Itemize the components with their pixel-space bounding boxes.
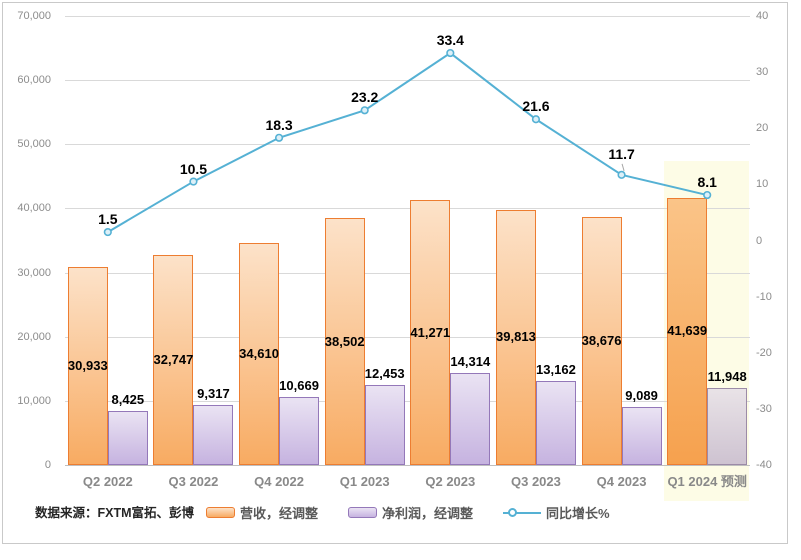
profit-legend-swatch: [348, 507, 378, 518]
net-profit-value-label: 9,089: [625, 387, 658, 403]
revenue-bar: [67, 266, 108, 465]
net-profit-bar: [364, 385, 405, 465]
legend-label: 净利润，经调整: [382, 506, 474, 521]
growth-point-label: 21.6: [522, 98, 550, 115]
left-axis-tick-label: 0: [44, 459, 51, 471]
gridline: [65, 400, 750, 402]
left-axis-tick-label: 10,000: [17, 394, 51, 407]
growth-point-label: 11.7: [608, 145, 635, 162]
right-axis-tick-label: 30: [756, 66, 769, 79]
revenue-value-label: 39,813: [496, 329, 536, 345]
growth-point-label: 8.1: [697, 174, 717, 191]
right-axis-tick-label: 0: [756, 234, 763, 247]
right-axis-tick-label: -10: [756, 290, 772, 303]
left-axis-tick-label: 30,000: [17, 266, 51, 279]
net-profit-bar: [535, 380, 576, 465]
x-label: Q4 2023: [596, 474, 647, 489]
revenue-bar: [410, 200, 451, 465]
gridline: [65, 272, 750, 274]
net-profit-value-label: 9,317: [197, 386, 230, 402]
revenue-legend-swatch: [206, 507, 235, 518]
x-label: Q3 2023: [511, 474, 561, 489]
net-profit-value-label: 11,948: [707, 369, 747, 385]
source-note: 数据来源：FXTM富拓、彭博: [35, 506, 195, 520]
left-axis-tick-label: 20,000: [17, 330, 51, 343]
chart-frame: 70,000 60,000 50,000 40,000 30,000 20,000 10,0…: [2, 2, 788, 544]
net-profit-bar: [193, 405, 234, 465]
gridline: [65, 16, 750, 17]
revenue-bar: [667, 197, 708, 465]
revenue-bar: [495, 209, 536, 465]
legend-item-0: 营收，经调整: [206, 503, 318, 522]
gridline: [65, 208, 750, 210]
growth-point-label: 1.5: [98, 211, 118, 228]
revenue-value-label: 32,747: [153, 351, 194, 367]
revenue-bar: [239, 243, 280, 465]
left-axis-tick-label: 60,000: [17, 74, 51, 87]
net-profit-value-label: 14,314: [450, 354, 491, 370]
legend-line-marker: [508, 508, 518, 517]
right-axis-tick-label: 40: [756, 10, 769, 22]
revenue-bar: [581, 216, 622, 465]
revenue-bar: [153, 254, 194, 465]
x-label: Q3 2022: [168, 474, 219, 489]
line-legend-swatch: [503, 508, 542, 517]
right-axis-tick-label: -30: [756, 402, 772, 415]
right-axis-tick-label: 20: [756, 122, 769, 135]
revenue-value-label: 41,639: [667, 323, 708, 339]
net-profit-bar: [450, 373, 491, 465]
right-axis-tick-label: -40: [756, 459, 772, 471]
growth-point-label: 10.5: [179, 160, 208, 177]
legend-item-2: 同比增长%: [503, 503, 610, 522]
legend-label: 营收，经调整: [240, 506, 319, 521]
net-profit-bar: [707, 388, 748, 465]
gridline: [65, 80, 750, 82]
left-axis-tick-label: 70,000: [17, 10, 51, 22]
gridline: [65, 465, 750, 466]
legend: 营收，经调整 净利润，经调整 同比增长%: [206, 503, 610, 522]
net-profit-value-label: 13,162: [536, 361, 576, 377]
x-label: Q2 2022: [82, 474, 133, 489]
net-profit-value-label: 8,425: [111, 391, 145, 407]
growth-point-label: 23.2: [351, 89, 379, 106]
revenue-bar: [324, 218, 365, 465]
legend-item-1: 净利润，经调整: [348, 503, 473, 522]
right-axis-tick-label: 10: [756, 178, 769, 191]
revenue-value-label: 38,676: [581, 332, 622, 348]
x-label-forecast: Q1 2024 预测: [667, 474, 747, 489]
growth-point-label: 33.4: [436, 32, 464, 49]
x-label: Q1 2023: [339, 474, 390, 489]
revenue-value-label: 34,610: [239, 346, 279, 361]
left-axis-tick-label: 50,000: [17, 138, 51, 151]
right-axis-tick-label: -20: [756, 346, 772, 359]
growth-point-label: 18.3: [265, 116, 293, 133]
left-axis-tick-label: 40,000: [17, 202, 51, 215]
x-label: Q2 2023: [425, 474, 476, 489]
net-profit-bar: [279, 396, 320, 465]
revenue-value-label: 30,933: [67, 357, 108, 373]
revenue-value-label: 41,271: [410, 324, 451, 340]
net-profit-value-label: 12,453: [364, 366, 405, 382]
net-profit-bar: [107, 410, 148, 465]
gridline: [65, 336, 750, 338]
x-label: Q4 2022: [254, 474, 304, 489]
legend-line: [503, 511, 542, 514]
net-profit-bar: [621, 406, 662, 465]
legend-label: 同比增长%: [546, 506, 610, 521]
revenue-value-label: 38,502: [324, 333, 365, 349]
net-profit-value-label: 10,669: [279, 377, 319, 393]
